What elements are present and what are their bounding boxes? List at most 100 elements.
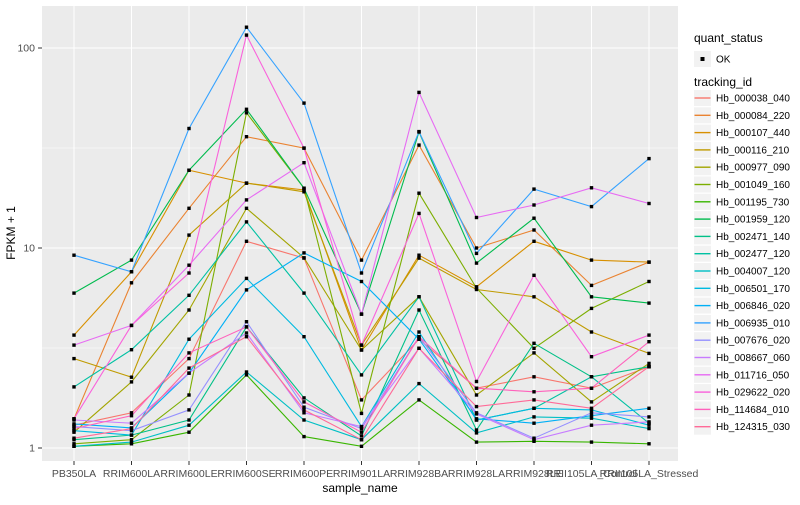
- data-point-Hb_000038_040: [129, 411, 134, 415]
- data-point-Hb_029622_020: [302, 146, 306, 150]
- data-point-Hb_006501_170: [647, 423, 651, 427]
- legend-quant-status-title: quant_status: [694, 31, 763, 45]
- data-point-Hb_000977_090: [187, 308, 191, 312]
- data-point-Hb_007676_020: [187, 408, 191, 412]
- data-point-Hb_124315_030: [72, 436, 76, 440]
- data-point-Hb_002471_140: [359, 434, 364, 438]
- data-point-Hb_000977_090: [647, 361, 651, 366]
- data-point-Hb_114684_010: [187, 351, 191, 355]
- y-axis: 1 10 100: [17, 43, 42, 455]
- data-point-Hb_006501_170: [302, 335, 306, 339]
- x-tick-label: RRIM901LA: [333, 468, 390, 480]
- data-point-Hb_002471_140: [417, 308, 421, 312]
- legend-label-Hb_124315_030: Hb_124315_030: [716, 422, 790, 433]
- legend-label-Hb_000977_090: Hb_000977_090: [716, 163, 790, 174]
- data-point-Hb_006501_170: [417, 330, 421, 334]
- data-point-Hb_011716_050: [532, 203, 536, 207]
- data-point-Hb_006846_020: [244, 288, 249, 292]
- data-point-Hb_011716_050: [72, 343, 76, 347]
- data-point-Hb_004007_120: [302, 418, 306, 422]
- data-point-Hb_004007_120: [244, 370, 249, 374]
- x-tick-label: RRIM600LE: [160, 468, 217, 480]
- data-point-Hb_002471_140: [302, 396, 306, 400]
- data-point-Hb_002477_120: [187, 293, 191, 297]
- legend-label-Hb_001959_120: Hb_001959_120: [716, 215, 790, 226]
- x-tick-label: RRIM928BA: [390, 468, 448, 480]
- x-axis-title: sample_name: [322, 481, 398, 495]
- x-tick-label: RRIM928LE: [505, 468, 562, 480]
- data-point-Hb_008667_060: [129, 421, 134, 425]
- data-point-Hb_029622_020: [187, 271, 191, 275]
- data-point-Hb_000116_210: [187, 233, 191, 237]
- data-point-Hb_011716_050: [589, 186, 594, 190]
- data-point-Hb_124315_030: [647, 365, 651, 369]
- data-point-Hb_001959_120: [474, 261, 479, 265]
- data-point-Hb_007676_020: [72, 424, 76, 429]
- data-point-Hb_000116_210: [302, 190, 306, 194]
- data-point-Hb_124315_030: [474, 404, 479, 409]
- data-point-Hb_000977_090: [302, 256, 306, 260]
- y-tick-label: 10: [23, 243, 35, 255]
- data-point-Hb_114684_010: [359, 430, 364, 434]
- data-point-Hb_004007_120: [647, 426, 651, 431]
- data-point-Hb_114684_010: [244, 325, 249, 329]
- data-point-Hb_000107_440: [302, 188, 306, 192]
- legend-point-symbol: [700, 57, 705, 61]
- data-point-Hb_001959_120: [589, 295, 594, 299]
- data-point-Hb_001049_160: [532, 346, 536, 350]
- data-point-Hb_000107_440: [532, 239, 536, 243]
- data-point-Hb_001049_160: [589, 306, 594, 311]
- data-point-Hb_000084_220: [359, 258, 364, 262]
- data-point-Hb_007676_020: [359, 426, 364, 431]
- data-point-Hb_006846_020: [359, 279, 364, 284]
- data-point-Hb_114684_010: [474, 386, 479, 390]
- data-point-Hb_002477_120: [302, 291, 306, 295]
- data-point-Hb_000107_440: [72, 333, 76, 337]
- legend-quant-status-items: OK: [694, 51, 731, 67]
- data-point-Hb_001049_160: [417, 191, 421, 195]
- x-tick-label: PB350LA: [52, 468, 96, 480]
- data-point-Hb_001049_160: [187, 393, 191, 397]
- data-point-Hb_008667_060: [532, 438, 536, 442]
- data-point-Hb_006501_170: [72, 429, 76, 433]
- data-point-Hb_008667_060: [302, 411, 306, 415]
- data-point-Hb_006935_010: [647, 156, 651, 161]
- data-point-Hb_001195_730: [589, 440, 594, 444]
- data-point-Hb_000116_210: [244, 181, 249, 185]
- data-point-Hb_000116_210: [129, 375, 134, 379]
- series-points: [72, 25, 651, 448]
- data-point-Hb_011716_050: [187, 263, 191, 267]
- legend-label-Hb_006846_020: Hb_006846_020: [716, 301, 790, 312]
- data-point-Hb_006935_010: [589, 204, 594, 209]
- data-point-Hb_006846_020: [589, 414, 594, 418]
- data-point-Hb_000107_440: [417, 253, 421, 257]
- data-point-Hb_029622_020: [72, 417, 76, 421]
- data-point-Hb_000038_040: [244, 239, 249, 243]
- data-point-Hb_029622_020: [417, 211, 421, 216]
- data-point-Hb_011716_050: [474, 215, 479, 220]
- data-point-Hb_000116_210: [647, 351, 651, 356]
- data-point-Hb_000107_440: [647, 260, 651, 264]
- data-point-Hb_029622_020: [532, 273, 536, 277]
- data-point-Hb_008667_060: [187, 371, 191, 375]
- data-point-Hb_006846_020: [474, 417, 479, 421]
- legend-label-Hb_000116_210: Hb_000116_210: [716, 145, 790, 156]
- data-point-Hb_004007_120: [129, 440, 134, 444]
- data-point-Hb_002477_120: [589, 375, 594, 379]
- data-point-Hb_004007_120: [532, 415, 536, 419]
- data-point-Hb_006935_010: [302, 101, 306, 105]
- data-point-Hb_011716_050: [244, 198, 249, 202]
- data-point-Hb_029622_020: [647, 333, 651, 337]
- legend-label-Hb_006501_170: Hb_006501_170: [716, 284, 790, 295]
- data-point-Hb_006501_170: [532, 406, 536, 410]
- data-point-Hb_004007_120: [417, 381, 421, 386]
- data-point-Hb_011716_050: [647, 201, 651, 206]
- vertical-gridlines: [73, 6, 650, 461]
- data-point-Hb_000084_220: [129, 281, 134, 285]
- legend-label-Hb_008667_060: Hb_008667_060: [716, 353, 790, 364]
- data-point-Hb_011716_050: [302, 161, 306, 165]
- data-point-Hb_002477_120: [244, 220, 249, 224]
- legend-label-Hb_007676_020: Hb_007676_020: [716, 336, 790, 347]
- data-point-Hb_001049_160: [72, 442, 76, 446]
